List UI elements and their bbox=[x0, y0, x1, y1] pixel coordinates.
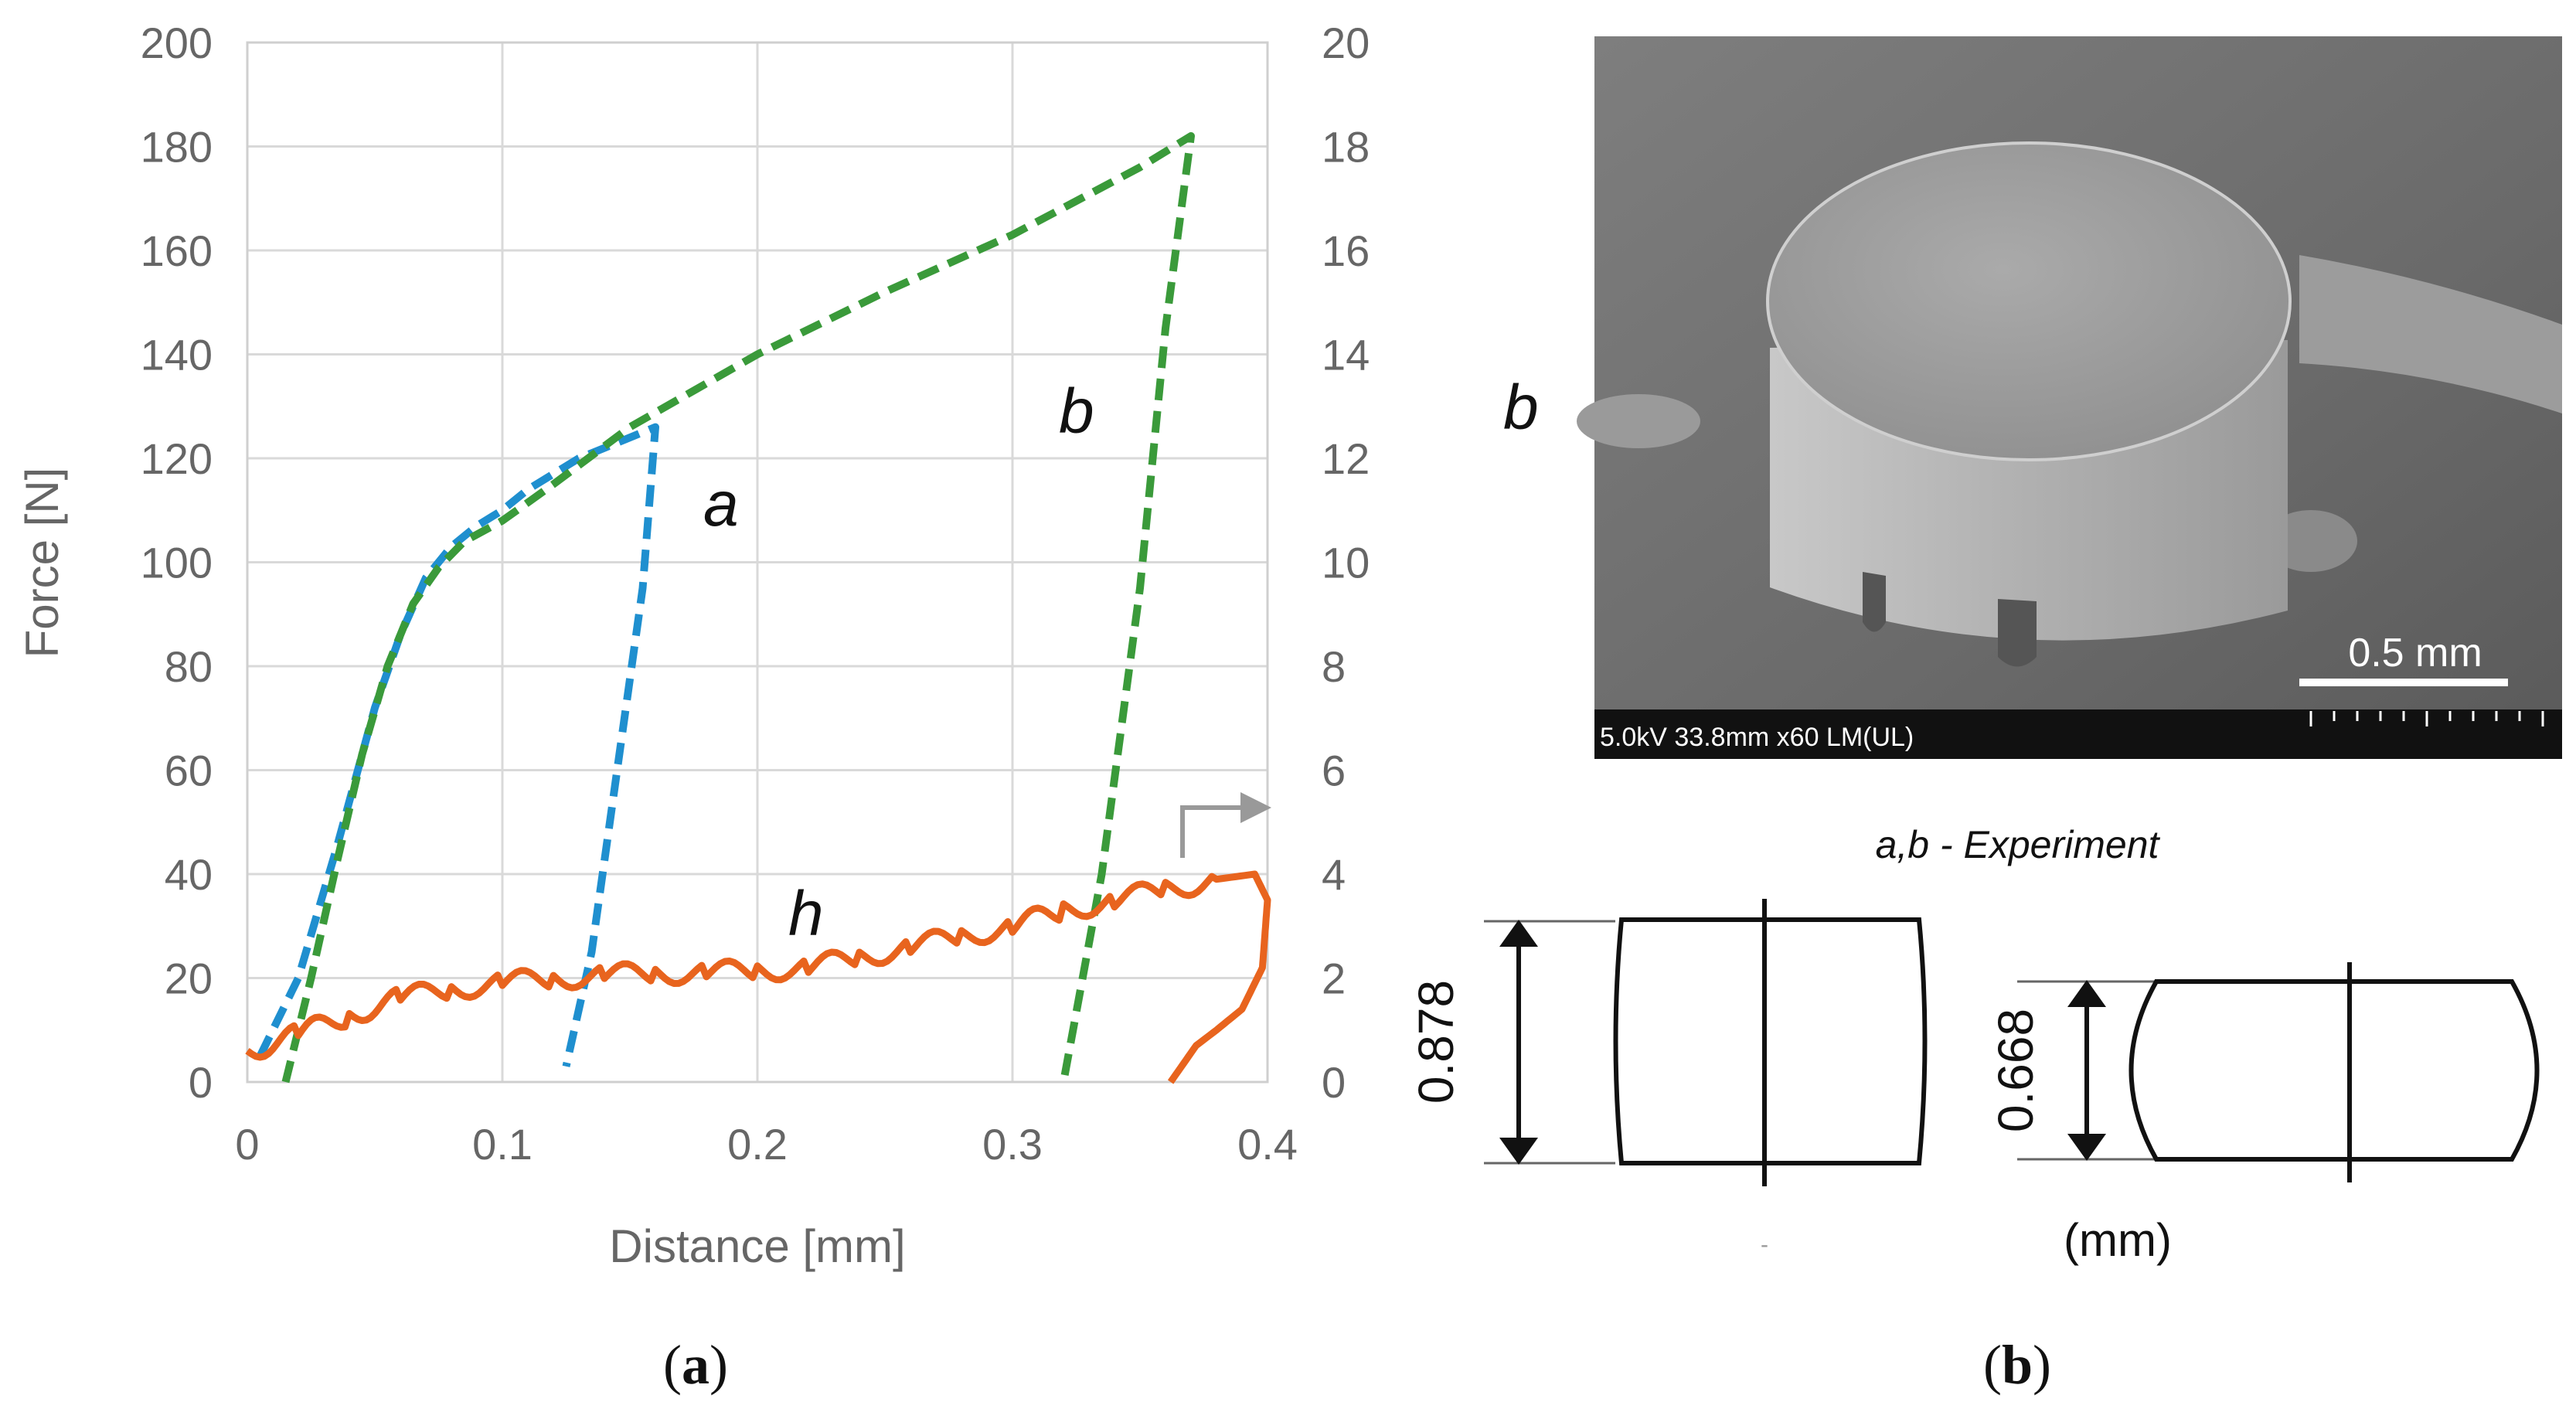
y-tick-label: 60 bbox=[165, 747, 213, 795]
series-layer bbox=[245, 132, 1271, 1084]
series-line-a bbox=[257, 423, 659, 1067]
x-tick-label: 0.3 bbox=[982, 1120, 1043, 1169]
right-axis-arrow-icon bbox=[1180, 792, 1271, 858]
x-tick-label: 0.2 bbox=[727, 1120, 788, 1169]
height-after-label: 0.668 bbox=[1988, 1009, 2043, 1132]
x-axis-label: Distance [mm] bbox=[609, 1220, 905, 1272]
x-tick-label: 0.1 bbox=[472, 1120, 533, 1169]
schematic-before: 0.878 bbox=[1408, 899, 1928, 1186]
y2-tick-label: 0 bbox=[1322, 1058, 1346, 1107]
y2-tick-label: 4 bbox=[1322, 850, 1346, 899]
y-tick-label: 0 bbox=[189, 1058, 213, 1107]
chart-grid bbox=[246, 41, 1269, 1084]
x-axis-ticks: 0 0.1 0.2 0.3 0.4 bbox=[235, 1120, 1298, 1169]
sem-ruler bbox=[2309, 711, 2544, 726]
y2-tick-label: 18 bbox=[1322, 123, 1370, 172]
panel-b-caption: (b) bbox=[1983, 1334, 2051, 1396]
y-tick-label: 100 bbox=[141, 539, 213, 587]
sem-info-text: 5.0kV 33.8mm x60 LM(UL) bbox=[1600, 723, 1914, 752]
sem-micrograph: 0.5 mm 5.0kV 33.8mm x60 LM(UL) bbox=[1577, 36, 2562, 759]
series-h-label: h bbox=[788, 879, 824, 949]
experiment-title: a,b - Experiment bbox=[1876, 823, 2161, 866]
y-axis-ticks: 0 20 40 60 80 100 120 140 160 180 200 bbox=[141, 19, 213, 1107]
y-tick-label: 180 bbox=[141, 123, 213, 172]
y2-tick-label: 8 bbox=[1322, 642, 1346, 691]
y2-tick-label: 6 bbox=[1322, 747, 1346, 795]
height-before-label: 0.878 bbox=[1408, 980, 1464, 1104]
y2-tick-label: 20 bbox=[1322, 19, 1370, 67]
schematic-after: 0.668 bbox=[1988, 962, 2540, 1182]
y2-tick-label: 12 bbox=[1322, 434, 1370, 483]
y-tick-label: 120 bbox=[141, 434, 213, 483]
sem-sample-label: b bbox=[1503, 373, 1539, 443]
plot-area-border bbox=[246, 41, 1269, 1084]
sem-scale-bar-label: 0.5 mm bbox=[2348, 631, 2482, 675]
y-axis-label: Force [N] bbox=[16, 468, 68, 658]
y2-tick-label: 10 bbox=[1322, 539, 1370, 587]
x-tick-label: 0 bbox=[235, 1120, 259, 1169]
panel-a-caption: (a) bbox=[663, 1334, 728, 1396]
y-tick-label: 80 bbox=[165, 642, 213, 691]
x-tick-label: 0.4 bbox=[1237, 1120, 1298, 1169]
series-a-label: a bbox=[703, 469, 739, 539]
stray-dash-mark: - bbox=[1761, 1232, 1768, 1257]
y2-tick-label: 14 bbox=[1322, 331, 1370, 379]
y2-tick-label: 16 bbox=[1322, 226, 1370, 275]
y-tick-label: 40 bbox=[165, 850, 213, 899]
y2-tick-label: 2 bbox=[1322, 954, 1346, 1003]
series-b-label: b bbox=[1059, 376, 1094, 447]
y-tick-label: 140 bbox=[141, 331, 213, 379]
y-tick-label: 200 bbox=[141, 19, 213, 67]
y-tick-label: 20 bbox=[165, 954, 213, 1003]
unit-label: (mm) bbox=[2064, 1214, 2172, 1266]
series-line-h bbox=[245, 870, 1271, 1084]
y2-axis-ticks: 0 2 4 6 8 10 12 14 16 18 20 bbox=[1322, 19, 1370, 1107]
y-tick-label: 160 bbox=[141, 226, 213, 275]
series-line-b bbox=[281, 132, 1195, 1084]
